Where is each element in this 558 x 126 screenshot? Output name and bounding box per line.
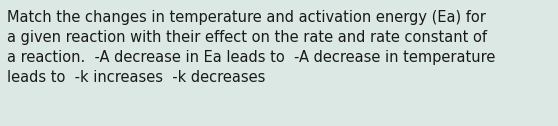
- Text: Match the changes in temperature and activation energy (Ea) for
a given reaction: Match the changes in temperature and act…: [7, 10, 496, 85]
